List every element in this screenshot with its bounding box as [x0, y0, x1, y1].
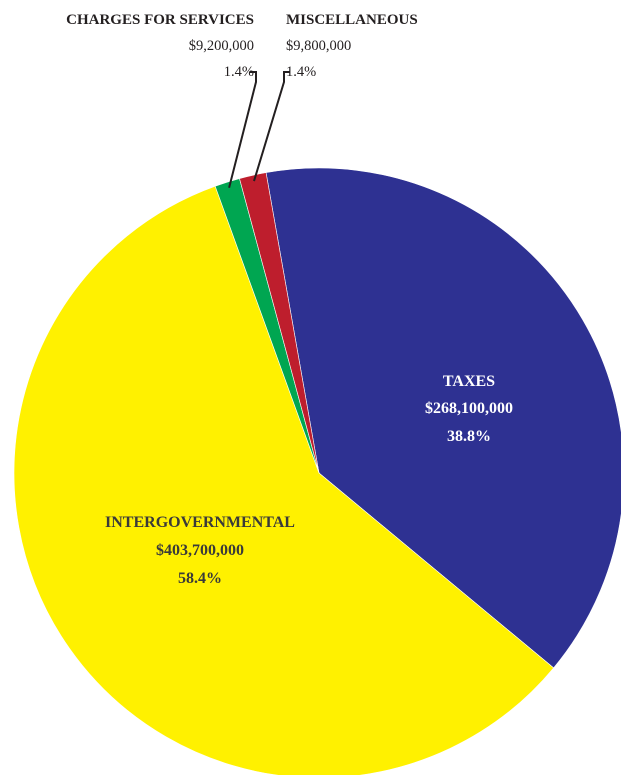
slice-pct-miscellaneous: 1.4%	[286, 64, 316, 80]
slice-name-taxes: TAXES	[443, 373, 495, 390]
slice-value-miscellaneous: $9,800,000	[286, 38, 351, 54]
slice-value-taxes: $268,100,000	[425, 400, 513, 417]
label-taxes: TAXES $268,100,000 38.8%	[425, 373, 513, 445]
slice-name-miscellaneous: MISCELLANEOUS	[286, 12, 418, 28]
callout-leaders	[228, 71, 290, 189]
slice-name-charges-for-services: CHARGES FOR SERVICES	[66, 12, 254, 28]
leader-line-charges-for-services	[228, 71, 257, 189]
slice-pct-charges-for-services: 1.4%	[224, 64, 254, 80]
pie-slices	[13, 167, 621, 775]
slice-value-charges-for-services: $9,200,000	[189, 38, 254, 54]
label-intergovernmental: INTERGOVERNMENTAL $403,700,000 58.4%	[105, 514, 295, 587]
slice-value-intergovernmental: $403,700,000	[156, 542, 244, 559]
pie-slice-miscellaneous	[239, 172, 320, 474]
pie-slice-taxes	[265, 167, 621, 669]
leader-line-miscellaneous	[253, 71, 290, 182]
slice-pct-taxes: 38.8%	[447, 428, 491, 445]
slice-pct-intergovernmental: 58.4%	[178, 570, 222, 587]
callout-miscellaneous: MISCELLANEOUS $9,800,000 1.4%	[286, 12, 418, 80]
callout-charges-for-services: CHARGES FOR SERVICES $9,200,000 1.4%	[66, 12, 254, 80]
slice-name-intergovernmental: INTERGOVERNMENTAL	[105, 514, 295, 531]
pie-slice-intergovernmental	[13, 185, 555, 775]
